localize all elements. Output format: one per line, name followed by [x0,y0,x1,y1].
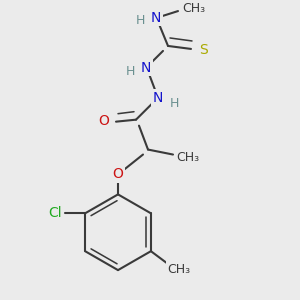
Text: O: O [99,114,110,128]
Text: H: H [169,97,179,110]
Text: N: N [153,91,163,105]
Text: O: O [112,167,123,182]
Text: H: H [125,65,135,78]
Text: N: N [151,11,161,25]
Text: CH₃: CH₃ [182,2,206,15]
Text: CH₃: CH₃ [167,262,190,276]
Text: H: H [135,14,145,26]
Text: CH₃: CH₃ [176,151,200,164]
Text: S: S [200,43,208,57]
Text: N: N [141,61,151,75]
Text: Cl: Cl [48,206,62,220]
